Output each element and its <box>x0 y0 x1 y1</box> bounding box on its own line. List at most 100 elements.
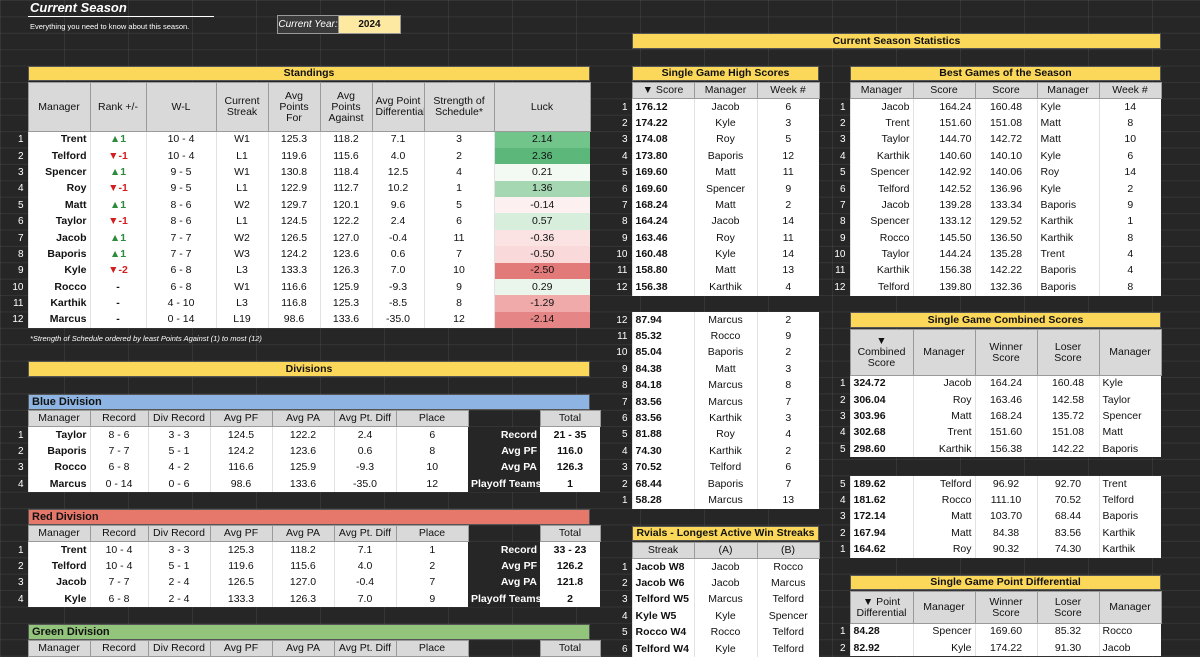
combined-cell[interactable]: Karthik <box>912 441 975 458</box>
high_scores-cell[interactable]: Marcus <box>693 377 757 394</box>
row-number[interactable] <box>0 411 28 427</box>
high_scores-cell[interactable]: Rocco <box>693 328 757 345</box>
high_scores-cell[interactable]: Telford <box>693 459 757 476</box>
standings-cell[interactable]: 9.6 <box>371 197 424 214</box>
standings-cell[interactable]: 2.4 <box>371 213 424 230</box>
combined-cell[interactable]: 96.92 <box>974 476 1037 493</box>
high_scores-cell[interactable]: 81.88 <box>631 426 694 444</box>
point_diff-cell[interactable]: 174.22 <box>974 639 1037 657</box>
row-number[interactable]: 5 <box>839 167 846 179</box>
division-cell[interactable]: 118.2 <box>271 541 334 559</box>
high_scores-cell[interactable]: 87.94 <box>631 312 694 329</box>
spacer[interactable] <box>468 411 540 427</box>
standings-cell[interactable]: Matt <box>27 197 90 214</box>
standings-cell[interactable]: ▲1 <box>89 197 146 214</box>
division-cell[interactable]: 124.2 <box>209 443 272 460</box>
best_games-header-3[interactable]: Manager <box>1036 81 1100 100</box>
division-cell[interactable]: 0.6 <box>333 443 396 460</box>
rivals-cell[interactable]: Telford W4 <box>631 640 694 657</box>
combined-cell[interactable]: 306.04 <box>849 391 913 409</box>
row-number[interactable]: 4 <box>17 183 24 195</box>
row-number[interactable]: 11 <box>617 331 628 343</box>
high_scores-cell[interactable]: 7 <box>756 475 819 493</box>
division-cell[interactable]: -35.0 <box>333 476 396 493</box>
luck-cell[interactable]: 1.36 <box>493 180 590 198</box>
best_games-cell[interactable]: Kyle <box>1036 180 1099 198</box>
rivals-cell[interactable]: Telford <box>756 591 819 609</box>
division-cell[interactable]: 123.6 <box>271 443 334 460</box>
division-total-label[interactable]: Avg PA <box>468 574 540 592</box>
division-header-4[interactable]: Avg PA <box>271 409 335 428</box>
row-number[interactable]: 1 <box>17 134 24 146</box>
best_games-cell[interactable]: 133.34 <box>974 197 1037 214</box>
division-cell[interactable]: 7 <box>395 574 468 592</box>
best_games-cell[interactable]: 151.08 <box>974 115 1037 132</box>
standings-cell[interactable]: 12.5 <box>371 164 424 181</box>
high_scores-cell[interactable]: Kyle <box>693 115 757 132</box>
best_games-cell[interactable]: 8 <box>1098 230 1161 247</box>
high_scores-cell[interactable]: Roy <box>693 230 757 247</box>
standings-cell[interactable]: ▼-2 <box>89 262 146 280</box>
high_scores-cell[interactable]: 4 <box>756 279 819 296</box>
best_games-cell[interactable]: Jacob <box>849 197 913 214</box>
row-number[interactable]: 3 <box>17 577 24 589</box>
combined-cell[interactable]: 189.62 <box>849 476 913 493</box>
best_games-cell[interactable]: 160.48 <box>974 98 1037 116</box>
combined-cell[interactable]: Trent <box>1098 476 1161 493</box>
best_games-cell[interactable]: 144.24 <box>912 246 975 263</box>
point_diff-header-2[interactable]: Winner Score <box>974 591 1038 624</box>
standings-cell[interactable]: 8 - 6 <box>145 213 216 230</box>
best_games-cell[interactable]: 136.50 <box>974 230 1037 247</box>
best_games-cell[interactable]: 4 <box>1098 262 1161 280</box>
luck-cell[interactable]: -0.36 <box>493 229 590 247</box>
row-number[interactable]: 4 <box>839 495 846 507</box>
division-header-2[interactable]: Div Record <box>147 409 211 428</box>
high_scores-cell[interactable]: 2 <box>756 443 819 460</box>
point_diff-header-3[interactable]: Loser Score <box>1036 591 1100 624</box>
combined-cell[interactable]: Rocco <box>912 492 975 509</box>
point_diff-cell[interactable]: Rocco <box>1098 623 1161 640</box>
division-header-0[interactable]: Manager <box>27 524 91 543</box>
high_scores-cell[interactable]: 84.18 <box>631 377 694 394</box>
division-cell[interactable]: 7 - 7 <box>89 574 148 592</box>
standings-cell[interactable]: - <box>89 295 146 312</box>
point_diff-cell[interactable]: 85.32 <box>1036 623 1099 640</box>
division-cell[interactable]: 8 <box>395 443 468 460</box>
combined-cell[interactable]: Matt <box>912 508 975 526</box>
combined-cell[interactable]: 142.58 <box>1036 391 1099 409</box>
division-header-3[interactable]: Avg PF <box>209 524 273 543</box>
combined-header-1[interactable]: Manager <box>912 329 976 376</box>
standings-cell[interactable]: 9 - 5 <box>145 164 216 181</box>
standings-cell[interactable]: -0.4 <box>371 229 424 247</box>
standings-cell[interactable]: Kyle <box>27 262 90 280</box>
combined-cell[interactable]: 90.32 <box>974 541 1037 558</box>
standings-cell[interactable]: Taylor <box>27 213 90 230</box>
division-cell[interactable]: 126.5 <box>209 574 272 592</box>
combined-cell[interactable]: 324.72 <box>849 375 913 392</box>
combined-cell[interactable]: 83.56 <box>1036 525 1099 542</box>
point_diff-cell[interactable]: 169.60 <box>974 623 1037 640</box>
standings-cell[interactable]: W3 <box>215 246 268 263</box>
standings-cell[interactable]: L1 <box>215 180 268 198</box>
luck-cell[interactable]: 0.29 <box>493 279 590 296</box>
best_games-cell[interactable]: 14 <box>1098 98 1161 116</box>
row-number[interactable]: 6 <box>839 183 846 195</box>
row-number[interactable]: 8 <box>839 216 846 228</box>
high_scores-cell[interactable]: 8 <box>756 377 819 394</box>
best_games-cell[interactable]: Jacob <box>849 98 913 116</box>
division-header-4[interactable]: Avg PA <box>271 524 335 543</box>
standings-header-1[interactable]: Rank +/- <box>89 82 147 132</box>
high_scores-cell[interactable]: Matt <box>693 262 757 280</box>
high_scores-cell[interactable]: 174.08 <box>631 131 694 149</box>
high_scores-cell[interactable]: Karthik <box>693 279 757 296</box>
standings-cell[interactable]: ▲1 <box>89 164 146 181</box>
best_games-cell[interactable]: 14 <box>1098 164 1161 181</box>
standings-cell[interactable]: W2 <box>215 197 268 214</box>
standings-cell[interactable]: ▼-1 <box>89 180 146 198</box>
division-cell[interactable]: 127.0 <box>271 574 334 592</box>
high_scores-cell[interactable]: 11 <box>756 164 819 181</box>
high_scores-cell[interactable]: 160.48 <box>631 246 694 263</box>
combined-cell[interactable]: Kyle <box>1098 375 1161 392</box>
standings-cell[interactable]: Marcus <box>27 311 90 329</box>
standings-cell[interactable]: 1 <box>423 180 494 198</box>
